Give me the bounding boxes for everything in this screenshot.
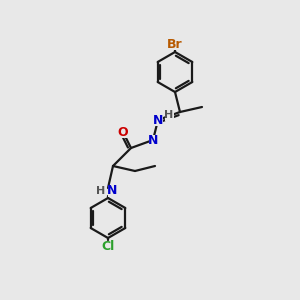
Bar — [107, 185, 116, 197]
Bar — [97, 185, 106, 197]
Bar — [168, 38, 182, 50]
Text: H: H — [96, 186, 106, 196]
Bar — [101, 242, 115, 253]
Bar — [154, 115, 163, 125]
Text: N: N — [107, 184, 117, 197]
Text: Cl: Cl — [101, 241, 115, 254]
Bar — [164, 110, 173, 121]
Text: N: N — [148, 134, 158, 146]
Bar — [148, 134, 158, 146]
Text: H: H — [164, 110, 174, 120]
Bar — [118, 127, 127, 137]
Text: Br: Br — [167, 38, 183, 50]
Text: N: N — [153, 113, 163, 127]
Text: O: O — [118, 125, 128, 139]
